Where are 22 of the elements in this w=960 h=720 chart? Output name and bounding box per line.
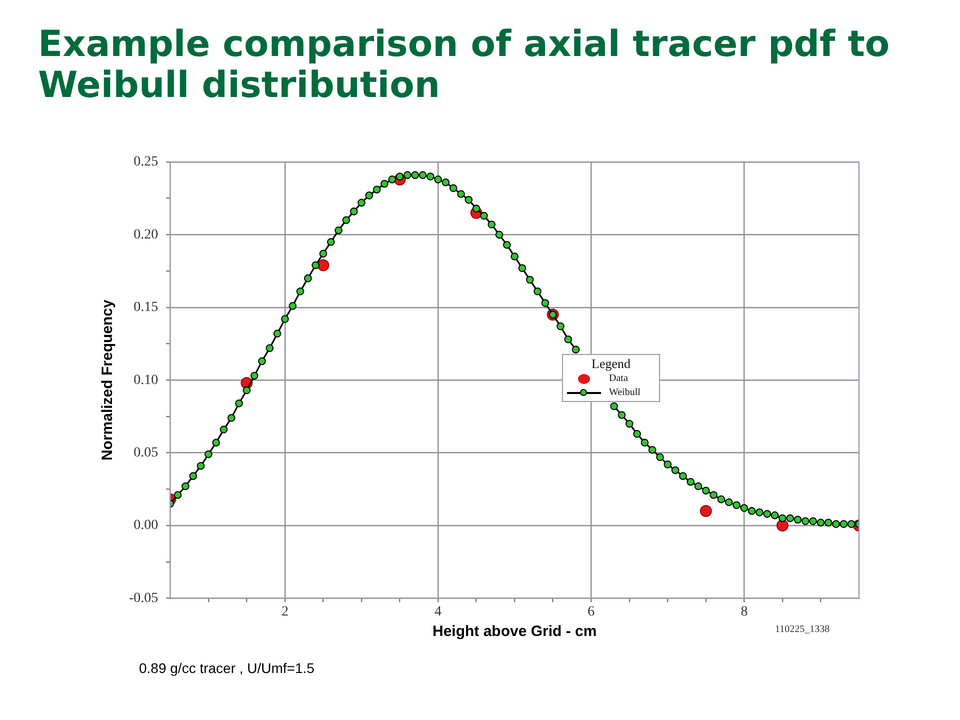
point (776, 520, 788, 532)
x-tick-label: 8 (740, 604, 748, 620)
point (317, 259, 330, 272)
text: 110225_1338 (775, 624, 830, 636)
legend-label: Weibull (609, 386, 640, 400)
y-tick-label: 0.25 (134, 154, 158, 170)
x-tick-label: 2 (281, 604, 288, 620)
y-tick-label: 0.05 (134, 445, 158, 460)
x-axis-title: Height above Grid - cm (432, 623, 597, 640)
x-tick-label: 4 (434, 604, 442, 620)
x-tick-label: 6 (588, 604, 595, 620)
legend-title: Legend (590, 356, 632, 372)
y-tick-label: 0.15 (134, 300, 158, 316)
text: 0.89 g/cc tracer , U/Umf=1.5 (139, 660, 314, 676)
legend-label: Data (609, 372, 628, 386)
point (700, 504, 712, 517)
y-tick-label: 0.10 (134, 372, 158, 388)
y-tick-label: 0.00 (134, 518, 158, 534)
y-tick-label: -0.05 (128, 590, 158, 606)
y-axis-title: Normalized Frequency (99, 299, 116, 461)
y-tick-label: 0.20 (134, 227, 158, 242)
chart-title: Example comparison of axial tracer pdf to Weibull distribution (38, 24, 891, 106)
